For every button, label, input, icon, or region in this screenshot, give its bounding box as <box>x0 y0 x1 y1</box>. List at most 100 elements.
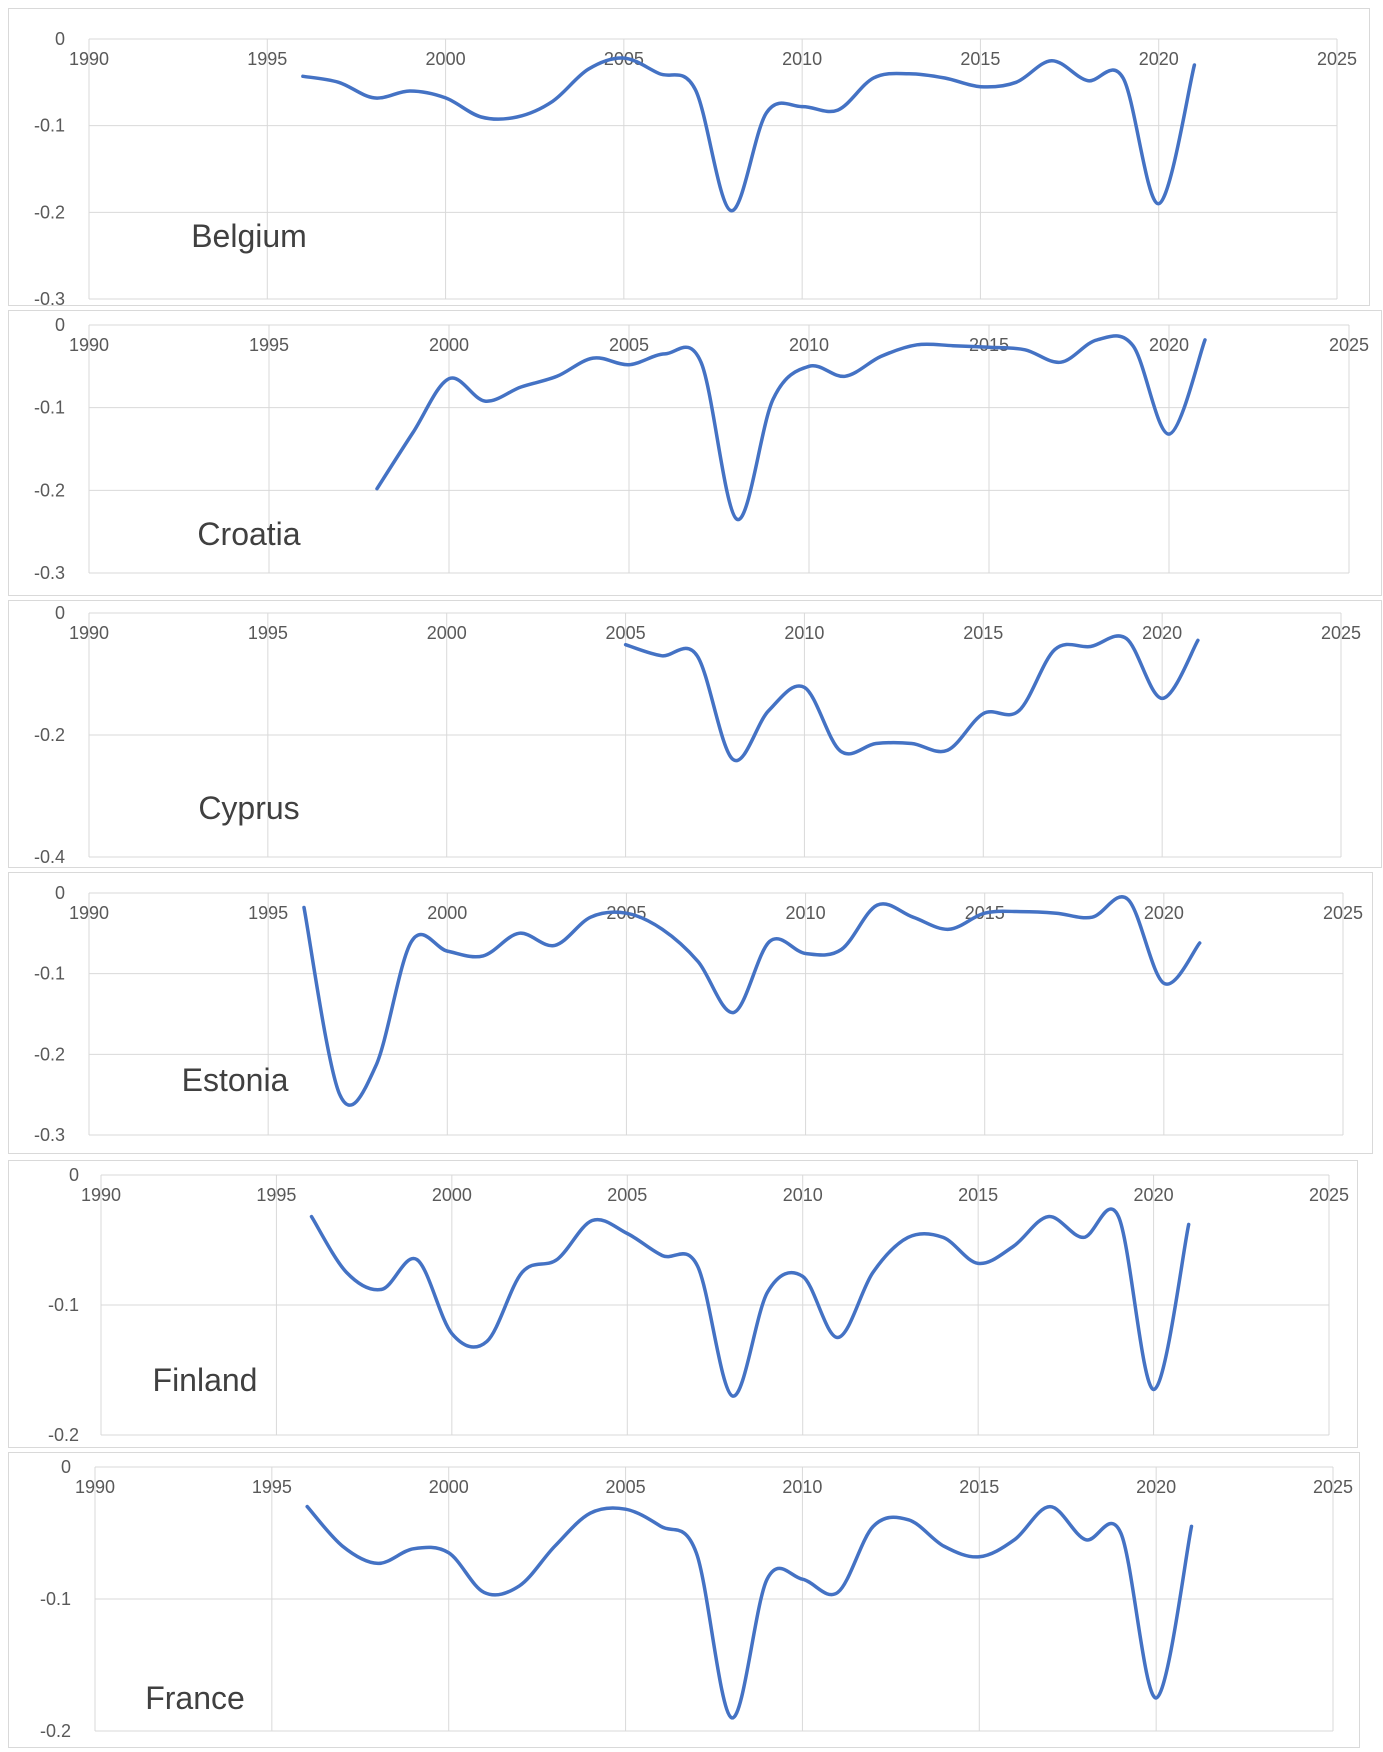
x-tick-label: 2025 <box>1313 1477 1353 1497</box>
data-point <box>1089 645 1093 649</box>
data-point <box>517 931 521 935</box>
data-point <box>943 76 947 80</box>
x-tick-label: 2000 <box>432 1185 472 1205</box>
y-tick-label: -0.1 <box>34 398 65 418</box>
data-point <box>694 1551 698 1555</box>
data-point <box>345 1271 349 1275</box>
chart-svg: 0 -0.2 -0.4 1990 1995 2000 2005 2010 2015 2020 202… <box>34 603 1361 867</box>
chart-svg: 0-0.1-0.2-0.3199019952000200520102015202… <box>34 29 1357 309</box>
x-tick-label: 1990 <box>81 1185 121 1205</box>
y-tick-label: 0 <box>55 315 65 335</box>
data-point <box>771 397 775 401</box>
x-tick-label: 2025 <box>1321 623 1361 643</box>
x-tick-label: 1995 <box>256 1185 296 1205</box>
x-tick-label: 2005 <box>609 335 649 355</box>
data-point <box>415 1258 419 1262</box>
data-point <box>485 1339 489 1343</box>
y-tick-label: -0.3 <box>34 289 65 309</box>
gridlines <box>88 38 1338 300</box>
data-point <box>444 96 448 100</box>
data-point <box>987 345 991 349</box>
y-tick-label: -0.3 <box>34 563 65 583</box>
data-point <box>800 1577 804 1581</box>
y-tick-label: -0.1 <box>34 116 65 136</box>
data-point <box>1198 941 1202 945</box>
data-point <box>1119 1531 1123 1535</box>
data-point <box>380 1287 384 1291</box>
x-tick-label: 1990 <box>69 903 109 923</box>
data-point <box>590 1219 594 1223</box>
data-point <box>1196 638 1200 642</box>
chart-panel-estonia: 0 -0.1 -0.2 -0.3 1990 1995 2000 2005 2010 2015 202… <box>8 872 1373 1154</box>
data-point <box>836 1590 840 1594</box>
x-tick-label: 1990 <box>69 623 109 643</box>
y-tick-label: 0 <box>55 29 65 49</box>
data-point <box>947 927 951 931</box>
x-tick-label: 2010 <box>783 1185 823 1205</box>
x-tick-label: 2020 <box>1134 1185 1174 1205</box>
data-point <box>735 517 739 521</box>
data-point <box>1011 1245 1015 1249</box>
data-point <box>1017 709 1021 713</box>
data-point <box>660 1254 664 1258</box>
data-point <box>624 643 628 647</box>
data-point <box>693 87 697 91</box>
data-point <box>1121 76 1125 80</box>
data-point <box>372 96 376 100</box>
data-point <box>553 1544 557 1548</box>
data-point <box>555 1258 559 1262</box>
data-point <box>555 374 559 378</box>
data-point <box>731 1394 735 1398</box>
data-point <box>517 1584 521 1588</box>
data-point <box>624 1507 628 1511</box>
x-tick-label: 2000 <box>429 335 469 355</box>
gridlines <box>88 892 1344 1136</box>
data-point <box>768 939 772 943</box>
chart-title: Croatia <box>197 516 300 552</box>
data-point <box>519 385 523 389</box>
data-point <box>1116 1215 1120 1219</box>
x-tick-label: 2025 <box>1309 1185 1349 1205</box>
x-tick-label: 1990 <box>75 1477 115 1497</box>
data-point <box>1048 1505 1052 1509</box>
data-point <box>586 67 590 71</box>
x-tick-label: 1995 <box>249 335 289 355</box>
data-point <box>915 343 919 347</box>
data-point <box>951 344 955 348</box>
series-line-finland <box>309 1207 1191 1398</box>
data-point <box>836 1336 840 1340</box>
x-tick-label: 2015 <box>969 335 1009 355</box>
data-point <box>374 1064 378 1068</box>
data-point <box>910 742 914 746</box>
data-point <box>1203 338 1207 342</box>
chart-title: Estonia <box>182 1062 289 1098</box>
data-point <box>1124 637 1128 641</box>
data-point <box>843 374 847 378</box>
data-point <box>310 1215 314 1219</box>
data-point <box>804 952 808 956</box>
chart-panel-belgium: 0-0.1-0.2-0.3199019952000200520102015202… <box>8 8 1370 309</box>
data-point <box>302 906 306 910</box>
chart-svg: 0 -0.1 -0.2 1990 1995 2000 2005 2010 2015 2020 202… <box>48 1165 1349 1445</box>
x-tick-label: 2025 <box>1323 903 1363 923</box>
data-point <box>483 399 487 403</box>
data-point <box>445 949 449 953</box>
gridlines <box>100 1174 1330 1436</box>
chart-title: Belgium <box>191 218 307 254</box>
data-point <box>447 377 451 381</box>
data-point <box>450 1332 454 1336</box>
x-tick-label: 1995 <box>248 903 288 923</box>
y-tick-label: 0 <box>61 1457 71 1477</box>
data-point <box>1090 915 1094 919</box>
data-point <box>376 1561 380 1565</box>
data-point <box>946 748 950 752</box>
chart-panel-cyprus: 0 -0.2 -0.4 1990 1995 2000 2005 2010 2015 2020 202… <box>8 600 1382 868</box>
x-tick-label: 2025 <box>1317 49 1357 69</box>
chart-panel-croatia: 0 -0.1 -0.2 -0.3 1990 1995 2000 2005 2010 2015 202… <box>8 310 1382 596</box>
y-tick-label: -0.2 <box>48 1425 79 1445</box>
y-tick-label: -0.2 <box>34 1044 65 1064</box>
data-point <box>907 72 911 76</box>
data-point <box>1157 202 1161 206</box>
x-tick-label: 2005 <box>607 1185 647 1205</box>
